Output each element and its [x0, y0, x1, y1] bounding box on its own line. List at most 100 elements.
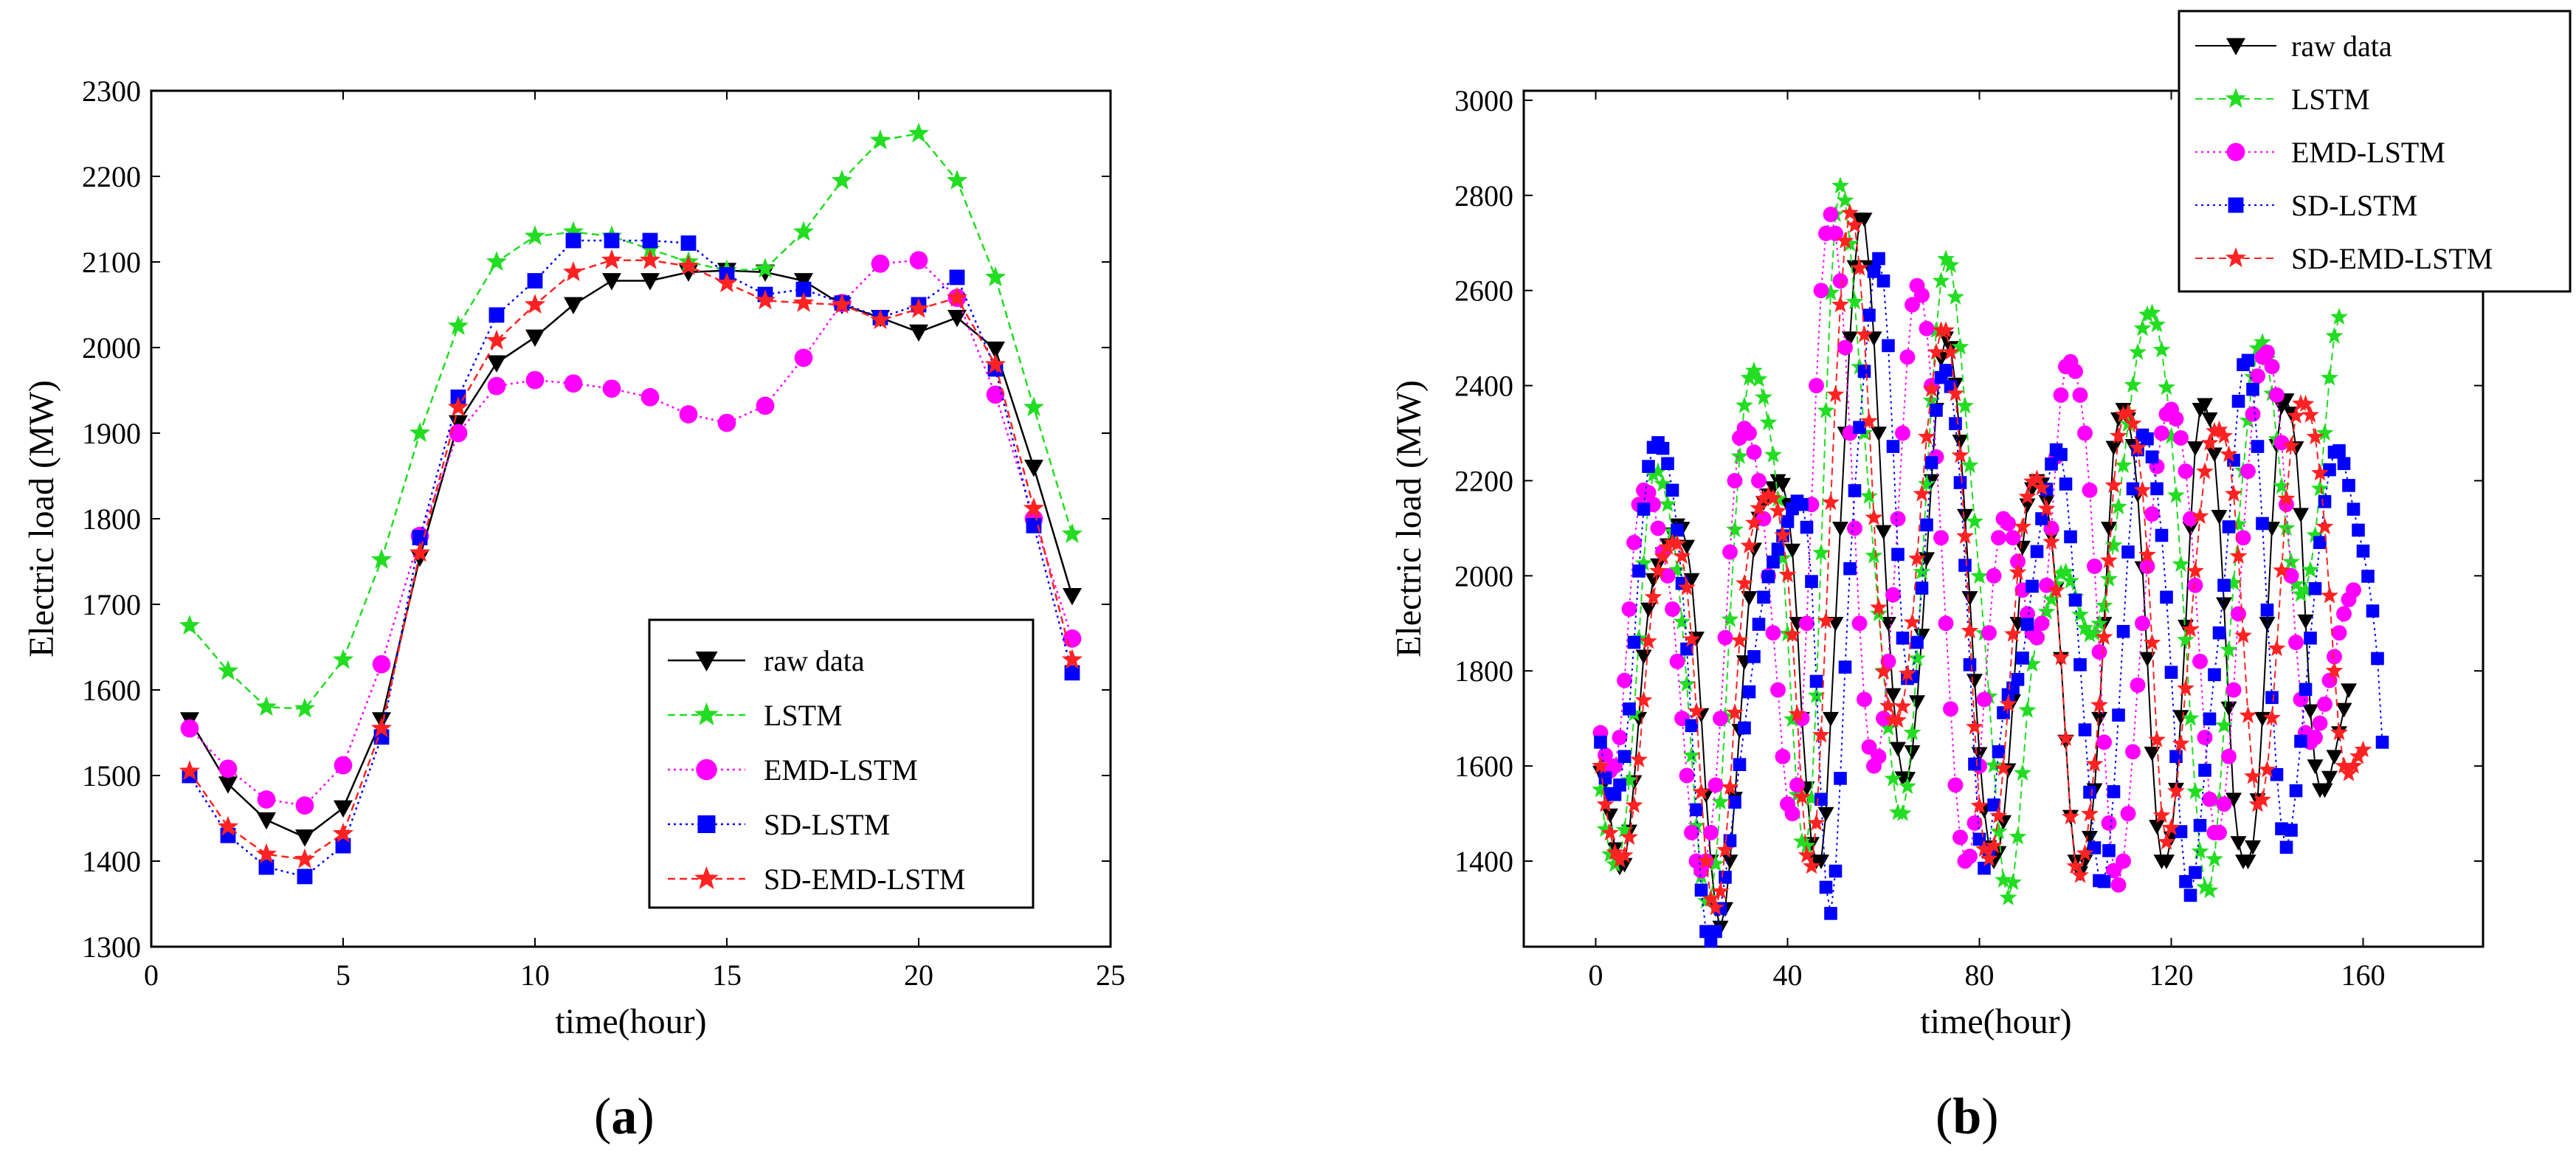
data-point-sd-emd-lstm [1999, 694, 2017, 712]
data-point-sd-emd-lstm [1745, 514, 1763, 531]
data-point-sd-lstm [1963, 658, 1977, 671]
data-point-lstm [984, 266, 1006, 286]
legend-marker [2226, 142, 2245, 162]
data-point-sd-lstm [2308, 581, 2322, 595]
data-point-lstm [1995, 871, 2012, 888]
series-line-lstm [189, 132, 1074, 710]
legend-item-sd-lstm: SD-LSTM [668, 808, 890, 841]
data-point-raw-data [2326, 750, 2343, 765]
data-point-sd-emd-lstm [1740, 536, 1758, 553]
data-point-sd-lstm [1690, 803, 1703, 817]
data-point-lstm [1947, 288, 1964, 305]
data-point-sd-emd-lstm [2152, 806, 2171, 823]
data-point-lstm [1903, 723, 1921, 741]
data-point-emd-lstm [1986, 567, 2002, 584]
data-point-lstm [2311, 479, 2329, 497]
data-point-lstm [1845, 292, 1864, 310]
data-point-sd-lstm [1742, 685, 1756, 699]
data-point-lstm [2181, 709, 2200, 726]
data-point-raw-data [487, 355, 506, 373]
data-point-emd-lstm [871, 254, 890, 273]
data-point-lstm [2292, 584, 2310, 602]
data-point-raw-data [2307, 759, 2324, 775]
data-point-emd-lstm [1775, 748, 1791, 764]
data-point-sd-lstm [1680, 642, 1693, 656]
data-point-sd-emd-lstm [1889, 711, 1907, 728]
data-point-sd-emd-lstm [1817, 611, 1835, 629]
data-point-emd-lstm [2178, 463, 2194, 480]
data-point-sd-emd-lstm [1640, 632, 1657, 649]
data-point-raw-data [1813, 854, 1829, 869]
data-point-sd-lstm [1623, 702, 1636, 716]
data-point-sd-emd-lstm [1688, 702, 1705, 719]
x-axis-label-b: time(hour) [1920, 1002, 2071, 1041]
data-point-sd-lstm [1617, 750, 1631, 764]
data-point-emd-lstm [2327, 649, 2342, 665]
data-point-sd-emd-lstm [1918, 427, 1936, 445]
data-point-lstm [294, 697, 316, 718]
data-point-emd-lstm [2000, 515, 2016, 531]
data-point-sd-emd-lstm [1989, 807, 2008, 823]
data-point-lstm [2052, 564, 2070, 581]
data-point-raw-data [1890, 742, 1906, 757]
data-point-sd-emd-lstm [2321, 586, 2338, 604]
y-tick-label: 1900 [82, 417, 141, 450]
data-point-sd-lstm [2198, 764, 2211, 777]
data-point-sd-emd-lstm [1668, 534, 1686, 552]
data-point-sd-lstm [2256, 517, 2269, 531]
data-point-sd-lstm [2212, 626, 2226, 640]
data-point-raw-data [2321, 770, 2338, 786]
series-group-b [1592, 176, 2389, 948]
data-point-lstm [1745, 361, 1763, 379]
data-point-lstm [409, 422, 431, 443]
data-point-sd-emd-lstm [2325, 661, 2344, 679]
data-point-sd-emd-lstm [1899, 664, 1916, 682]
data-point-raw-data [640, 273, 660, 291]
data-point-sd-emd-lstm [1951, 446, 1969, 463]
data-point-emd-lstm [2068, 363, 2083, 379]
data-point-emd-lstm [2331, 625, 2347, 641]
data-point-lstm [2321, 368, 2338, 386]
y-tick-label: 1600 [82, 674, 141, 707]
data-point-sd-emd-lstm [984, 353, 1006, 374]
data-point-sd-lstm [1685, 719, 1699, 733]
data-point-sd-lstm [680, 235, 697, 251]
data-point-lstm [1596, 820, 1615, 837]
data-point-emd-lstm [1770, 682, 1786, 698]
legend-item-sd-lstm: SD-LSTM [2195, 189, 2417, 222]
data-point-lstm [2057, 562, 2075, 580]
data-point-sd-emd-lstm [2076, 844, 2094, 861]
panel-b: 1400 1600 1800 2000 2200 2400 2600 2800 3000 0 40… [1389, 10, 2572, 1145]
data-point-sd-lstm [1757, 590, 1770, 604]
data-point-lstm [869, 129, 891, 150]
data-point-emd-lstm [2288, 635, 2304, 651]
data-point-sd-emd-lstm [2200, 433, 2219, 451]
y-axis-ticks-a: 1300 1400 1500 1600 1700 1800 1900 2000 2100 2200… [82, 75, 1111, 964]
data-point-lstm [1755, 388, 1772, 405]
data-point-raw-data [1683, 573, 1700, 588]
data-point-emd-lstm [2005, 530, 2021, 546]
data-point-emd-lstm [1679, 767, 1695, 784]
data-point-sd-lstm [488, 307, 505, 323]
data-point-lstm [1989, 822, 2008, 840]
data-point-sd-emd-lstm [1678, 578, 1696, 595]
panel-a: 1300 1400 1500 1600 1700 1800 1900 2000 2100 2200… [22, 75, 1125, 1145]
data-point-sd-lstm [2299, 683, 2313, 697]
data-point-sd-emd-lstm [1970, 796, 1989, 814]
data-point-sd-lstm [2294, 734, 2307, 748]
data-point-sd-emd-lstm [1874, 662, 1893, 680]
data-point-lstm [1682, 746, 1701, 764]
data-point-raw-data [1602, 808, 1618, 823]
data-point-sd-lstm [2265, 691, 2279, 705]
data-point-emd-lstm [1707, 777, 1724, 793]
panel-label-b: (b) [1936, 1088, 1999, 1145]
data-point-sd-lstm [2318, 495, 2332, 508]
data-point-sd-emd-lstm [332, 822, 354, 843]
data-point-lstm [2191, 842, 2209, 860]
data-point-emd-lstm [449, 424, 468, 443]
data-point-sd-emd-lstm [2191, 507, 2209, 524]
data-point-emd-lstm [2010, 553, 2026, 570]
data-point-sd-emd-lstm [1716, 840, 1734, 858]
data-point-emd-lstm [2187, 577, 2203, 593]
data-point-emd-lstm [1837, 339, 1853, 356]
